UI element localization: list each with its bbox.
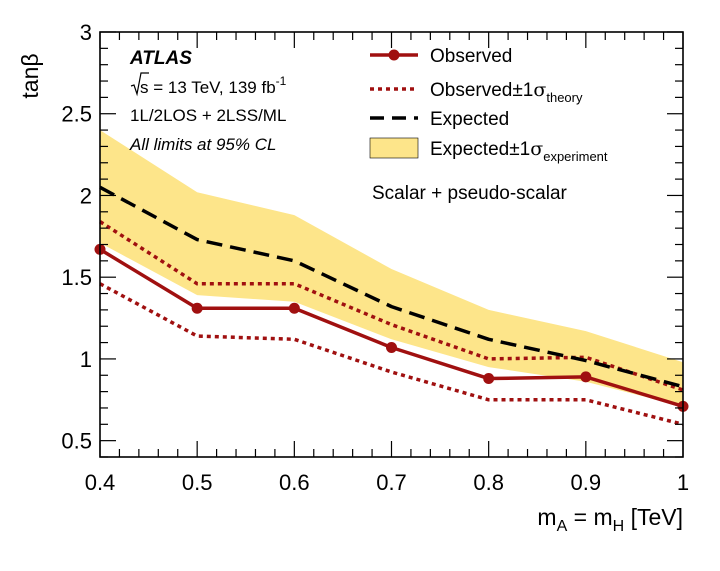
theory-up-line <box>99 220 684 392</box>
x-tick-label: 0.9 <box>571 470 602 495</box>
legend-observed-marker <box>388 49 400 61</box>
channels-label: 1L/2LOS + 2LSS/ML <box>130 106 286 125</box>
svg-text:s = 13 TeV, 139 fb-1: s = 13 TeV, 139 fb-1 <box>140 74 287 97</box>
observed-point <box>288 302 300 314</box>
legend-theory-entry: Observed±1σtheory <box>370 79 583 105</box>
x-tick-label: 0.4 <box>85 470 116 495</box>
atlas-label: ATLAS <box>129 48 192 69</box>
observed-point <box>483 373 495 385</box>
legend-experiment-entry: Expected±1σexperiment <box>369 137 608 164</box>
legend-band-swatch <box>369 137 419 159</box>
observed-point <box>386 341 397 353</box>
x-axis-label: mA = mH [TeV] <box>537 504 683 535</box>
y-tick-label: 0.5 <box>61 429 92 454</box>
y-tick-label: 2.5 <box>61 102 92 127</box>
expected-1sigma-band <box>100 130 683 407</box>
energy-lumi-label: s = 13 TeV, 139 fb-1 <box>130 72 287 97</box>
observed-point <box>191 302 203 314</box>
x-tick-label: 1 <box>677 470 689 495</box>
y-tick-label: 1.5 <box>61 265 92 290</box>
x-tick-label: 0.6 <box>279 470 310 495</box>
y-tick-label: 2 <box>80 183 92 208</box>
x-tick-label: 0.5 <box>182 470 213 495</box>
legend-experiment-label: Expected±1σexperiment <box>430 138 608 164</box>
expected-line <box>99 185 684 389</box>
legend-expected-entry: Expected <box>370 109 509 130</box>
y-tick-label: 3 <box>80 20 92 45</box>
legend-theory-label: Observed±1σtheory <box>430 79 583 105</box>
legend: Observed Observed±1σtheory Expected Expe… <box>369 46 608 164</box>
y-tick-label: 1 <box>80 347 92 372</box>
x-tick-label: 0.7 <box>376 470 407 495</box>
observed-point <box>580 371 592 383</box>
legend-observed-label: Observed <box>430 46 512 67</box>
x-tick-label: 0.8 <box>473 470 504 495</box>
y-axis-label: tanβ <box>17 53 43 98</box>
model-label: Scalar + pseudo-scalar <box>372 183 568 204</box>
legend-observed-entry: Observed <box>370 46 512 67</box>
legend-expected-label: Expected <box>430 109 509 130</box>
confidence-level-label: All limits at 95% CL <box>129 135 276 154</box>
